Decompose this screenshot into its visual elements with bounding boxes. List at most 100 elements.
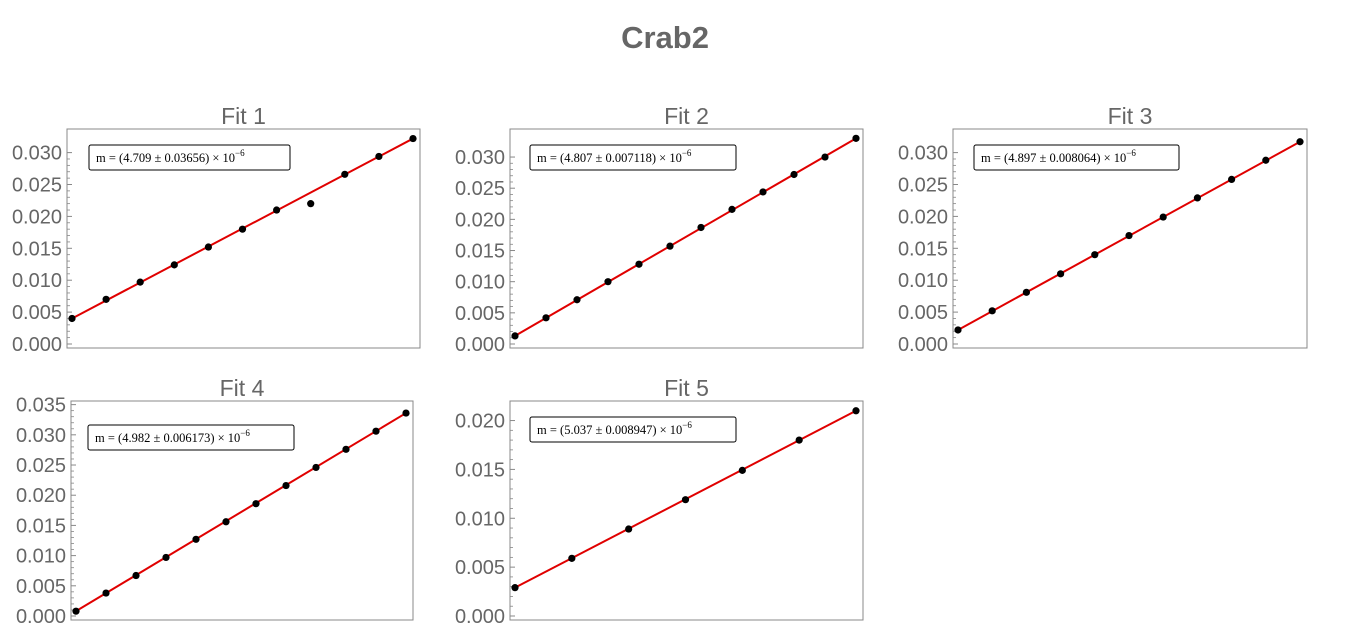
page-title: Crab2 — [621, 20, 709, 55]
y-tick-label: 0.015 — [455, 459, 505, 481]
annotation-text: m = (4.807 ± 0.007118) × 10−6 — [537, 148, 692, 165]
annotation-suffix: ) × 10 — [1096, 151, 1126, 165]
annotation-suffix: ) × 10 — [205, 151, 235, 165]
slope-annotation: m = (4.897 ± 0.008064) × 10−6 — [973, 144, 1180, 171]
data-point — [102, 295, 110, 303]
y-tick-label: 0.010 — [16, 546, 66, 568]
annotation-pm: ± — [592, 151, 605, 165]
annotation-box — [973, 144, 1180, 171]
annotation-value: 4.982 — [122, 431, 150, 445]
data-point — [988, 307, 996, 315]
fit-panel-3: Fit 3 0.000 0.005 0.010 0.015 0.020 0.025 0.030… — [898, 103, 1308, 356]
data-point — [68, 314, 76, 323]
data-point — [273, 206, 281, 214]
y-tick-label: 0.010 — [12, 270, 62, 292]
data-point — [222, 518, 230, 526]
data-point — [1228, 175, 1236, 184]
annotation-prefix: m = ( — [96, 151, 123, 165]
data-point — [728, 205, 736, 213]
data-point — [568, 554, 576, 562]
annotation-prefix: m = ( — [537, 151, 564, 165]
y-tick-label: 0.030 — [455, 147, 505, 169]
y-tick-label: 0.010 — [898, 270, 948, 292]
data-point — [511, 584, 519, 592]
annotation-exponent: −6 — [682, 148, 692, 158]
data-point — [795, 436, 803, 444]
data-point — [625, 525, 633, 533]
annotation-error: 0.008947 — [605, 423, 652, 437]
data-point — [666, 242, 674, 250]
panel-title: Fit 3 — [1108, 103, 1153, 129]
data-point — [573, 296, 581, 304]
data-point — [852, 407, 860, 415]
plot-frame — [70, 400, 414, 621]
y-tick-label: 0.030 — [16, 425, 66, 447]
annotation-pm: ± — [150, 431, 163, 445]
y-tick-label: 0.000 — [12, 334, 62, 356]
y-tick-label: 0.000 — [455, 606, 505, 628]
y-tick-label: 0.020 — [12, 206, 62, 228]
panel-title: Fit 1 — [221, 103, 266, 129]
annotation-text: m = (4.897 ± 0.008064) × 10−6 — [981, 148, 1136, 165]
data-point — [759, 188, 767, 196]
data-point — [192, 535, 200, 543]
data-point — [132, 571, 140, 580]
plot-frame — [952, 128, 1308, 349]
y-tick-label: 0.015 — [898, 238, 948, 260]
annotation-pm: ± — [592, 423, 605, 437]
plot-frame — [509, 400, 864, 621]
annotation-value: 4.897 — [1008, 151, 1036, 165]
annotation-error: 0.03656 — [164, 151, 205, 165]
y-tick-label: 0.025 — [898, 175, 948, 197]
annotation-error: 0.006173 — [163, 431, 210, 445]
annotation-box — [88, 144, 291, 171]
y-tick-label: 0.025 — [455, 178, 505, 200]
y-tick-label: 0.025 — [12, 175, 62, 197]
data-point — [790, 170, 798, 179]
data-point — [1159, 213, 1167, 221]
y-tick-label: 0.000 — [16, 606, 66, 628]
slope-annotation: m = (4.982 ± 0.006173) × 10−6 — [87, 424, 295, 451]
panel-title: Fit 5 — [664, 375, 709, 401]
y-tick-label: 0.035 — [16, 395, 66, 417]
y-tick-label: 0.015 — [455, 241, 505, 263]
fit-panel-2: Fit 2 0.000 0.005 0.010 0.015 0.020 0.025 0.030… — [455, 103, 864, 356]
slope-annotation: m = (5.037 ± 0.008947) × 10−6 — [529, 416, 737, 443]
annotation-pm: ± — [1036, 151, 1049, 165]
annotation-box — [529, 144, 737, 171]
y-tick-label: 0.005 — [12, 302, 62, 324]
annotation-exponent: −6 — [1126, 148, 1136, 158]
data-point — [136, 278, 144, 286]
data-point — [738, 466, 746, 474]
data-point — [1262, 156, 1270, 164]
data-point — [375, 152, 383, 161]
annotation-exponent: −6 — [240, 428, 250, 438]
data-point — [1296, 138, 1304, 146]
y-tick-label: 0.010 — [455, 272, 505, 294]
data-point — [1125, 231, 1133, 240]
y-tick-label: 0.005 — [16, 576, 66, 598]
fit-line — [75, 412, 407, 613]
data-point — [852, 134, 860, 142]
data-point — [342, 445, 350, 453]
data-point — [282, 481, 290, 490]
data-point — [402, 409, 410, 417]
annotation-exponent: −6 — [235, 148, 245, 158]
panel-title: Fit 2 — [664, 103, 709, 129]
plot-frame — [66, 128, 421, 349]
fit-panel-4: Fit 4 0.000 0.005 0.010 0.015 0.020 0.025 0.030… — [16, 375, 414, 628]
annotation-box — [529, 416, 737, 443]
plot-frame — [509, 128, 864, 349]
y-tick-label: 0.005 — [455, 303, 505, 325]
data-point — [635, 260, 643, 268]
annotation-value: 4.709 — [123, 151, 151, 165]
slope-annotation: m = (4.807 ± 0.007118) × 10−6 — [529, 144, 737, 171]
y-tick-label: 0.000 — [898, 334, 948, 356]
y-tick-label: 0.030 — [12, 143, 62, 165]
y-tick-label: 0.030 — [898, 143, 948, 165]
annotation-prefix: m = ( — [981, 151, 1008, 165]
data-point — [821, 153, 829, 161]
y-tick-label: 0.015 — [16, 515, 66, 537]
fit-panel-1: Fit 1 0.000 0.005 0.010 0.015 0.020 0.025 0.030… — [12, 103, 421, 356]
y-tick-label: 0.015 — [12, 238, 62, 260]
